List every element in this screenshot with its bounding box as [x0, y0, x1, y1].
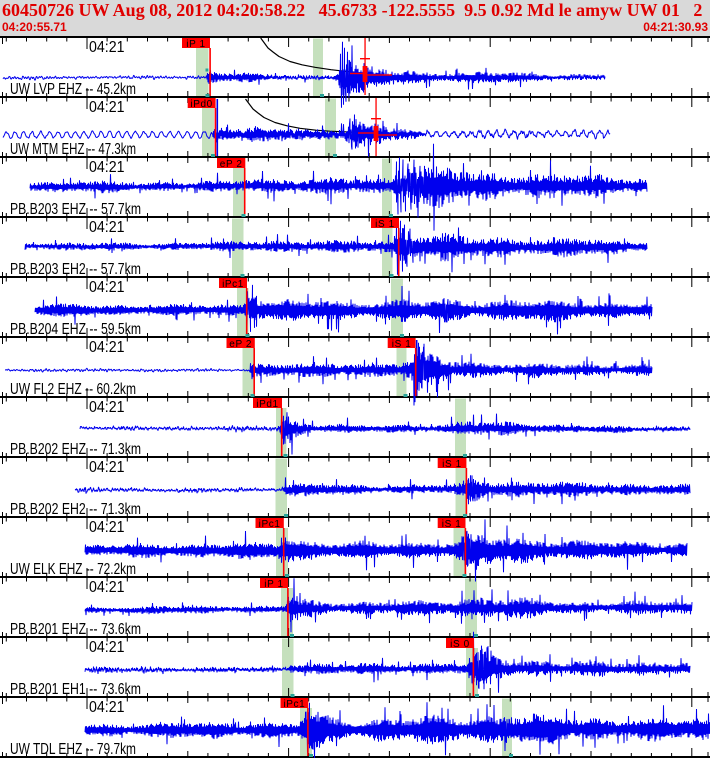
svg-text:PB.B204 EHZ -- 59.5km: PB.B204 EHZ -- 59.5km [10, 321, 141, 338]
svg-text:04:21: 04:21 [89, 219, 125, 236]
svg-text:PB.B201 EHZ -- 73.6km: PB.B201 EHZ -- 73.6km [10, 621, 141, 638]
svg-text:iS 1: iS 1 [375, 219, 395, 230]
svg-text:PB.B201 EH1 -- 73.6km: PB.B201 EH1 -- 73.6km [10, 681, 141, 698]
svg-text:04:21: 04:21 [89, 339, 125, 356]
svg-text:PB.B203 EH2 -- 57.7km: PB.B203 EH2 -- 57.7km [10, 261, 141, 278]
svg-text:eP 2: eP 2 [220, 159, 243, 170]
svg-text:iS 1: iS 1 [442, 459, 462, 470]
svg-text:iS 0: iS 0 [450, 639, 470, 650]
svg-text:04:21: 04:21 [89, 39, 125, 56]
svg-text:04:21: 04:21 [89, 459, 125, 476]
svg-text:04:21: 04:21 [89, 279, 125, 296]
svg-text:UW FL2 EHZ -- 60.2km: UW FL2 EHZ -- 60.2km [10, 381, 136, 398]
svg-text:UW LVP EHZ -- 45.2km: UW LVP EHZ -- 45.2km [10, 81, 136, 98]
svg-text:04:21: 04:21 [89, 519, 125, 536]
svg-text:UW MTM EHZ -- 47.3km: UW MTM EHZ -- 47.3km [10, 141, 136, 158]
svg-text:04:21: 04:21 [89, 399, 125, 416]
svg-text:iP 1: iP 1 [264, 579, 283, 590]
svg-text:iS 1: iS 1 [392, 339, 412, 350]
svg-text:PB.B202 EH2 -- 71.3km: PB.B202 EH2 -- 71.3km [10, 501, 141, 518]
svg-text:iPd0: iPd0 [190, 99, 212, 110]
svg-text:iPc1: iPc1 [259, 519, 281, 530]
svg-text:iP 1: iP 1 [186, 39, 205, 50]
svg-text:eP 2: eP 2 [229, 339, 252, 350]
svg-text:04:21: 04:21 [89, 159, 125, 176]
svg-text:04:21: 04:21 [89, 699, 125, 716]
svg-text:iPc1: iPc1 [222, 279, 244, 290]
svg-text:PB.B203 EHZ -- 57.7km: PB.B203 EHZ -- 57.7km [10, 201, 141, 218]
svg-text:04:21: 04:21 [89, 99, 125, 116]
svg-text:iS 1: iS 1 [442, 519, 462, 530]
svg-text:04:21: 04:21 [89, 639, 125, 656]
svg-text:iPd1: iPd1 [256, 399, 278, 410]
svg-text:UW TDL EHZ -- 79.7km: UW TDL EHZ -- 79.7km [10, 741, 136, 758]
svg-text:UW ELK EHZ -- 72.2km: UW ELK EHZ -- 72.2km [10, 561, 136, 578]
svg-text:04:21: 04:21 [89, 579, 125, 596]
svg-text:PB.B202 EHZ -- 71.3km: PB.B202 EHZ -- 71.3km [10, 441, 141, 458]
svg-text:iPc1: iPc1 [283, 699, 305, 710]
